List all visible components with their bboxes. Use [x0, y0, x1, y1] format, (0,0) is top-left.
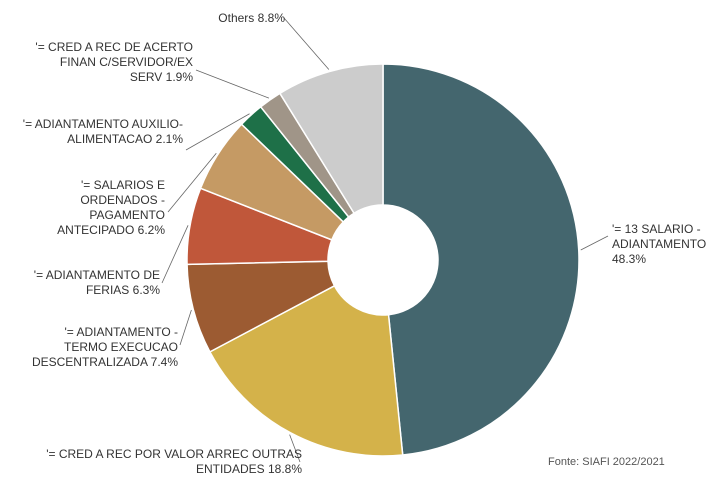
category-label: Others	[218, 11, 255, 25]
leader-line	[185, 113, 250, 151]
value-label: 18.8%	[267, 462, 302, 476]
value-label: 1.9%	[165, 70, 193, 84]
slice-label: '= 13 SALARIO - ADIANTAMENTO 48.3%	[612, 222, 724, 267]
slice	[208, 284, 404, 457]
value-label: 2.1%	[155, 132, 183, 146]
value-label: 6.2%	[137, 223, 165, 237]
category-label: '= CRED A REC DE ACERTO FINAN C/SERVIDOR…	[35, 40, 193, 84]
slice-label: '= ADIANTAMENTO - TERMO EXECUCAO DESCENT…	[28, 325, 178, 370]
slice-label: '= CRED A REC POR VALOR ARREC OUTRAS ENT…	[10, 447, 302, 477]
leader-line	[289, 434, 301, 463]
category-label: '= ADIANTAMENTO - TERMO EXECUCAO DESCENT…	[31, 325, 178, 369]
leader-line	[283, 17, 330, 70]
leader-line	[179, 309, 192, 346]
category-label: '= 13 SALARIO - ADIANTAMENTO	[612, 222, 707, 251]
slice-label: '= SALARIOS E ORDENADOS - PAGAMENTO ANTE…	[45, 178, 165, 238]
leader-line	[167, 152, 217, 213]
category-label: '= ADIANTAMENTO AUXILIO-ALIMENTACAO	[22, 117, 183, 146]
value-label: 48.3%	[612, 252, 647, 266]
category-label: '= CRED A REC POR VALOR ARREC OUTRAS ENT…	[46, 447, 302, 476]
category-label: '= ADIANTAMENTO DE FERIAS	[33, 268, 160, 297]
category-label: '= SALARIOS E ORDENADOS - PAGAMENTO ANTE…	[57, 178, 165, 237]
leader-line	[161, 225, 189, 284]
slice	[382, 63, 580, 456]
value-label: 7.4%	[150, 355, 178, 369]
source: Fonte: SIAFI 2022/2021	[548, 456, 665, 468]
slice	[278, 63, 384, 215]
slice-label: Others 8.8%	[185, 11, 285, 26]
value-label: 6.3%	[132, 283, 160, 297]
slice-label: '= ADIANTAMENTO AUXILIO-ALIMENTACAO 2.1%	[20, 117, 183, 147]
slice-label: '= ADIANTAMENTO DE FERIAS 6.3%	[20, 268, 160, 298]
slice-label: '= CRED A REC DE ACERTO FINAN C/SERVIDOR…	[30, 40, 193, 85]
value-label: 8.8%	[257, 11, 285, 25]
leader-line	[580, 235, 609, 251]
leader-line	[195, 69, 270, 99]
